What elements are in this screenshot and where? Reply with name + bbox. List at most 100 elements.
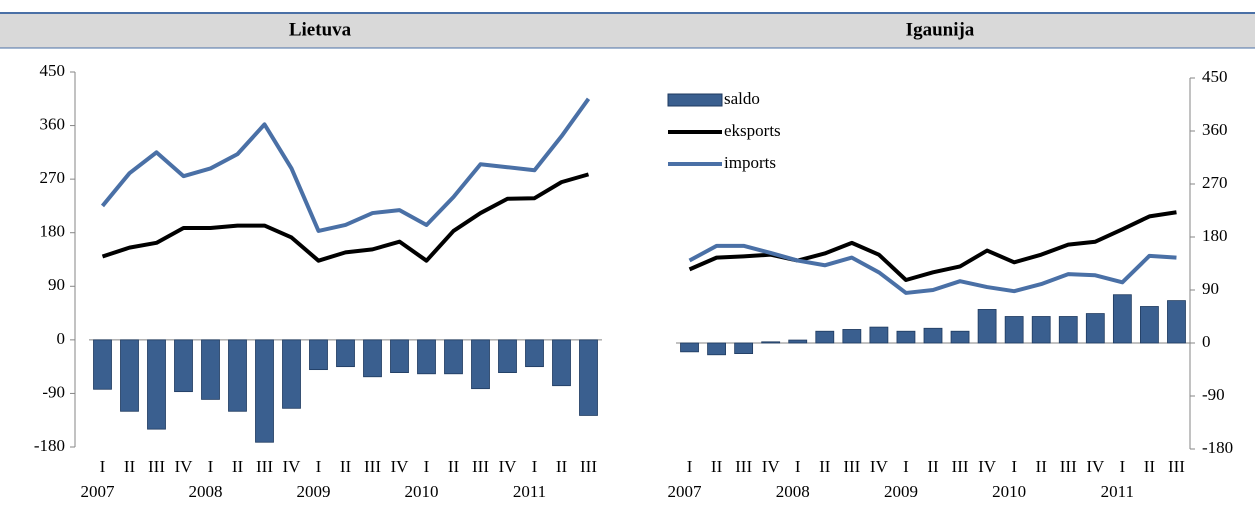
x-tick-label: IV <box>762 457 781 476</box>
x-tick-label: III <box>1168 457 1185 476</box>
y-tick-label: 0 <box>57 329 66 348</box>
x-tick-label: II <box>556 457 568 476</box>
bar <box>390 339 409 373</box>
bar <box>707 342 726 356</box>
bar <box>309 339 328 371</box>
year-label: 2007 <box>668 482 703 501</box>
chart-title: Igaunija <box>906 19 975 40</box>
x-tick-label: II <box>232 457 244 476</box>
x-tick-label: I <box>208 457 214 476</box>
bar <box>228 339 247 412</box>
x-tick-label: II <box>340 457 352 476</box>
x-tick-label: II <box>448 457 460 476</box>
x-tick-label: II <box>1036 457 1048 476</box>
y-tick-label: 180 <box>40 222 66 241</box>
legend-label: eksports <box>724 121 781 140</box>
year-label: 2007 <box>81 482 116 501</box>
x-tick-label: III <box>472 457 489 476</box>
bar <box>147 339 166 430</box>
bar <box>977 309 997 344</box>
x-tick-label: II <box>927 457 939 476</box>
y-tick-label: 90 <box>1202 279 1219 298</box>
x-tick-label: III <box>1060 457 1077 476</box>
x-tick-label: IV <box>175 457 194 476</box>
y-tick-label: 360 <box>40 114 66 133</box>
x-tick-label: I <box>687 457 693 476</box>
bar <box>896 330 916 344</box>
y-tick-label: -180 <box>34 436 65 455</box>
y-tick-label: 450 <box>1202 67 1228 86</box>
x-tick-label: I <box>532 457 538 476</box>
bar <box>174 339 193 393</box>
bar <box>1112 294 1132 344</box>
y-tick-label: 270 <box>1202 173 1228 192</box>
bar <box>869 326 889 344</box>
x-tick-label: I <box>903 457 909 476</box>
y-tick-label: 450 <box>40 61 66 80</box>
bar <box>201 339 220 400</box>
year-label: 2011 <box>1101 482 1134 501</box>
bar <box>680 342 699 353</box>
bar <box>1167 300 1186 344</box>
x-tick-label: III <box>580 457 597 476</box>
x-tick-label: IV <box>391 457 410 476</box>
x-tick-label: II <box>1144 457 1156 476</box>
year-label: 2009 <box>297 482 331 501</box>
y-tick-label: 90 <box>48 275 65 294</box>
x-tick-label: IV <box>1086 457 1105 476</box>
x-tick-label: IV <box>499 457 518 476</box>
legend-label: saldo <box>724 89 760 108</box>
x-tick-label: III <box>735 457 752 476</box>
bar <box>120 339 139 412</box>
x-tick-label: IV <box>978 457 997 476</box>
bar <box>471 339 490 390</box>
y-tick-label: 360 <box>1202 120 1228 139</box>
bar <box>255 339 274 443</box>
line <box>688 210 1177 282</box>
bar <box>1004 316 1024 344</box>
year-label: 2008 <box>776 482 810 501</box>
chart-title: Lietuva <box>289 19 352 40</box>
y-tick-label: -90 <box>1202 385 1225 404</box>
line <box>100 97 591 233</box>
line <box>688 243 1177 295</box>
x-tick-label: I <box>316 457 322 476</box>
bar <box>552 339 571 387</box>
bar <box>498 339 517 373</box>
x-tick-label: II <box>124 457 136 476</box>
x-tick-label: I <box>424 457 430 476</box>
legend-label: imports <box>724 153 776 172</box>
bar <box>363 339 382 378</box>
y-tick-label: -180 <box>1202 438 1233 457</box>
x-tick-label: II <box>819 457 831 476</box>
bar <box>336 339 355 368</box>
legend-swatch <box>667 93 723 107</box>
y-tick-label: -90 <box>42 382 65 401</box>
year-label: 2011 <box>513 482 546 501</box>
header-bar <box>0 13 1255 48</box>
bar <box>417 339 436 375</box>
bar <box>1140 306 1159 344</box>
bar <box>1058 316 1078 344</box>
x-tick-label: III <box>256 457 273 476</box>
x-tick-label: III <box>843 457 860 476</box>
year-label: 2010 <box>992 482 1026 501</box>
year-label: 2010 <box>405 482 439 501</box>
bar <box>842 329 862 344</box>
x-tick-label: III <box>148 457 165 476</box>
x-tick-label: IV <box>870 457 889 476</box>
bar <box>282 339 301 409</box>
x-tick-label: III <box>952 457 969 476</box>
x-tick-label: III <box>364 457 381 476</box>
year-label: 2009 <box>884 482 918 501</box>
bar <box>1085 313 1105 344</box>
bar <box>444 339 463 375</box>
y-tick-label: 180 <box>1202 226 1228 245</box>
bar <box>579 339 598 416</box>
line <box>101 172 590 263</box>
x-tick-label: IV <box>283 457 302 476</box>
y-tick-label: 270 <box>40 168 66 187</box>
bar <box>734 342 754 355</box>
bar <box>950 330 970 344</box>
